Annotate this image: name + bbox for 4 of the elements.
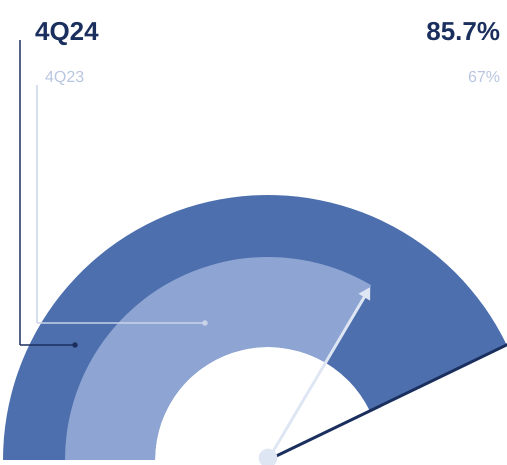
category-label: 4Q23 xyxy=(45,69,84,86)
data-label: 67% xyxy=(468,69,500,86)
data-label: 85.7% xyxy=(426,16,500,46)
category-label: 4Q24 xyxy=(35,16,100,46)
